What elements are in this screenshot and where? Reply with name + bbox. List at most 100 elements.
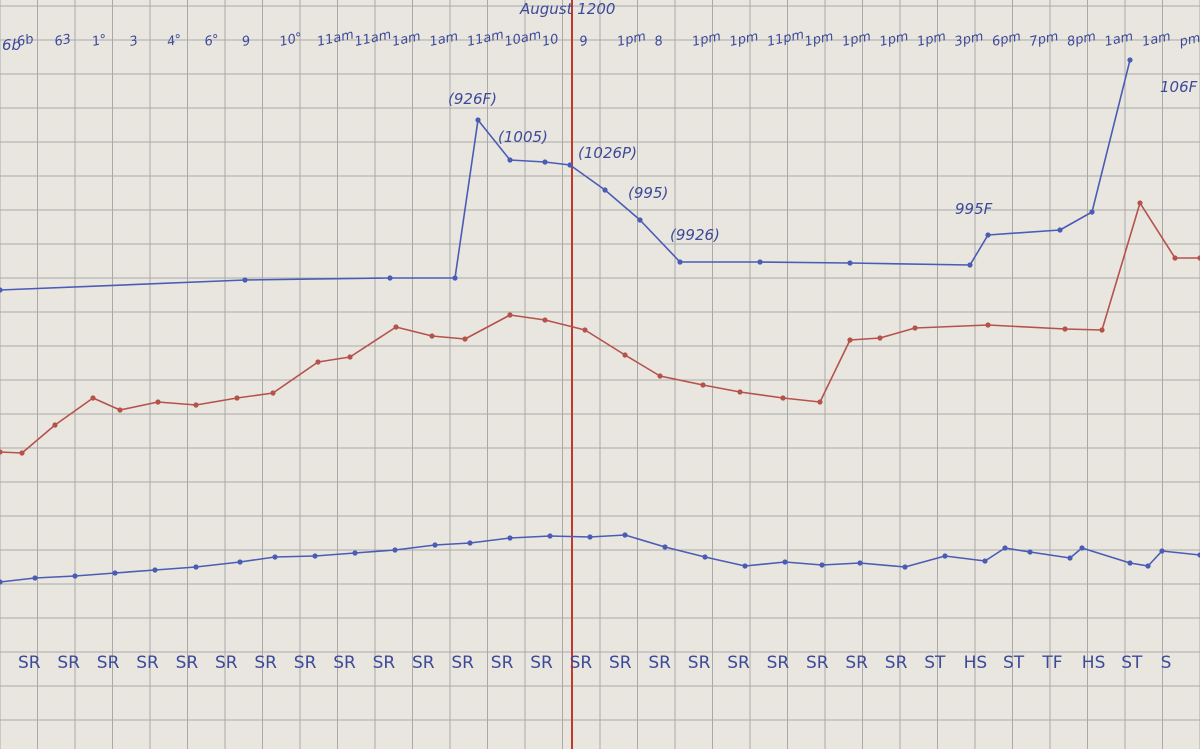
series-point [193,402,199,408]
series-point [237,559,243,565]
series-line-3 [0,534,1200,583]
series-point [602,187,608,193]
bottom-code-label: ST [1003,653,1025,673]
series-point [737,389,743,395]
series-point [847,260,853,266]
series-point [507,157,513,163]
series-point [817,399,823,405]
annotation-label: (9926) [670,226,720,244]
top-tick-label: 63 [53,32,72,50]
bottom-labels: SR SR SR SR SR SR SR SR SR SR SR SR SR SR SR SR SR SR SR SR… [18,653,1171,673]
bottom-code-label: SR [136,653,159,673]
series-point [1197,255,1200,261]
annotation-label: (1026P) [578,144,637,162]
series-point [985,322,991,328]
top-tick-label: 4° [166,32,184,50]
series-point [242,277,248,283]
annotations: (926F) (1005) (1026P) (995) (9926) 995F 106F [448,78,1198,244]
series-point [942,553,948,559]
series-point [467,540,473,546]
series-point [542,317,548,323]
series-point [902,564,908,570]
bottom-code-label: ST [1121,653,1143,673]
annotation-label: 995F [955,200,993,218]
top-tick-label: 3 [128,34,139,50]
series-point [982,558,988,564]
series-point [1067,555,1073,561]
bottom-code-label: SR [18,653,41,673]
series-layer [0,57,1200,585]
series-point [1079,545,1085,551]
series-point [52,422,58,428]
series-point [432,542,438,548]
series-point [72,573,78,579]
series-point [857,560,863,566]
series-point [637,217,643,223]
annotation-label: (995) [628,184,668,202]
bottom-code-label: SR [254,653,277,673]
bottom-code-label: SR [57,653,80,673]
top-tick-label: 1am [1141,29,1172,50]
series-point [452,275,458,281]
series-point [967,262,973,268]
series-point [392,547,398,553]
top-tick-label: 6° [203,32,221,50]
bottom-code-label: HS [1082,653,1106,673]
bottom-code-label: SR [688,653,711,673]
series-point [1057,227,1063,233]
series-point [985,232,991,238]
bottom-code-label: SR [373,653,396,673]
series-point [1172,255,1178,261]
series-point [700,382,706,388]
series-point [19,450,25,456]
bottom-code-label: SR [97,653,120,673]
series-point [847,337,853,343]
series-point [352,550,358,556]
series-point [193,564,199,570]
top-tick-label: 3pm [953,29,985,50]
bottom-code-label: SR [176,653,199,673]
series-point [429,333,435,339]
series-point [312,553,318,559]
series-point [475,117,481,123]
series-point [270,390,276,396]
series-point [0,287,3,293]
series-point [657,373,663,379]
series-point [677,259,683,265]
bottom-code-label: ST [924,653,946,673]
series-point [742,563,748,569]
bottom-code-label: SR [294,653,317,673]
bottom-code-label: SR [609,653,632,673]
series-point [507,535,513,541]
series-point [542,159,548,165]
top-tick-label: 8 [653,34,664,50]
bottom-code-label: SR [333,653,356,673]
bottom-code-label: SR [491,653,514,673]
series-point [877,335,883,341]
series-point [622,532,628,538]
top-tick-label: 10 [541,32,560,50]
top-tick-label: 1am [1103,29,1134,50]
top-tick-label: 1pm [616,29,648,50]
series-point [112,570,118,576]
series-point [1145,563,1151,569]
top-tick-label: 6b [16,32,35,50]
series-point [0,579,3,585]
series-point [662,544,668,550]
series-point [1027,549,1033,555]
top-tick-label: 1am [391,29,422,50]
series-point [1127,560,1133,566]
series-point [155,399,161,405]
series-point [1137,200,1143,206]
series-line-1 [0,59,1131,291]
series-point [587,534,593,540]
annotation-label: (926F) [448,90,497,108]
top-tick-label: pm [1177,31,1200,50]
bottom-code-label: SR [885,653,908,673]
series-point [1099,327,1105,333]
bottom-code-label: SR [767,653,790,673]
series-point [702,554,708,560]
